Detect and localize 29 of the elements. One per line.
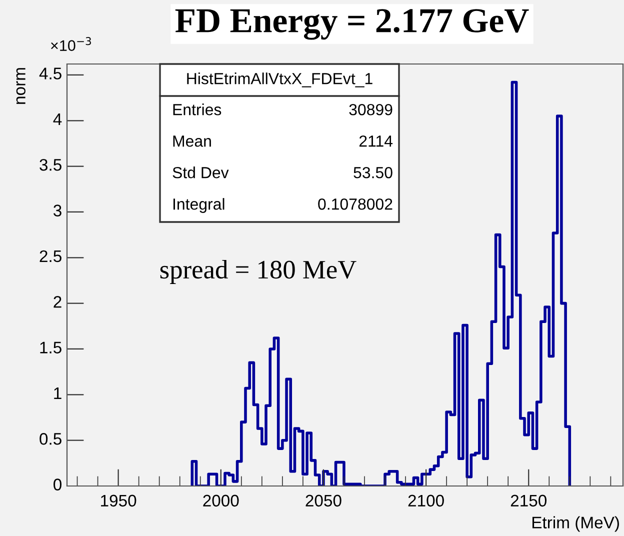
text: ×10$^{−3}$ <box>51 37 91 51</box>
y-tick-label: 0.5 <box>40 433 62 445</box>
y-tick-label: 1 <box>54 388 62 399</box>
y-tick-label: 4 <box>53 113 62 125</box>
y-tick-label: 0 <box>54 478 62 490</box>
y-axis-title: norm <box>16 68 26 104</box>
y-tick-label: 3 <box>54 204 62 216</box>
y-tick-label: 4.5 <box>39 68 62 80</box>
annotation: Entries <box>173 104 222 116</box>
x-axis-title: Etrim (MeV) <box>532 516 619 532</box>
y-tick-label: 3.5 <box>40 158 62 171</box>
annotation: 0.1078002 <box>318 198 392 210</box>
x-tick-label: 2100 <box>408 494 444 507</box>
annotation: spread = 180 MeV <box>160 260 356 284</box>
annotation: 30899 <box>349 104 392 116</box>
y-tick-label: 2 <box>54 296 62 308</box>
y-tick-label: 1.5 <box>40 342 62 354</box>
chart-title: FD Energy = 2.177 GeV <box>175 9 529 40</box>
x-tick-label: 2050 <box>306 494 342 507</box>
annotation: 2114 <box>359 135 393 147</box>
annotation: Std Dev <box>172 166 229 178</box>
annotation: HistEtrimAllVtxX_FDEvt_1 <box>187 72 372 88</box>
x-tick-label: 1950 <box>101 494 136 507</box>
annotation: 53.50 <box>354 166 392 178</box>
x-tick-label: 2150 <box>510 494 547 507</box>
annotation: Mean <box>173 136 211 147</box>
annotation: Integral <box>173 198 224 213</box>
y-tick-label: 2.5 <box>40 250 62 262</box>
x-tick-label: 2000 <box>203 494 239 507</box>
